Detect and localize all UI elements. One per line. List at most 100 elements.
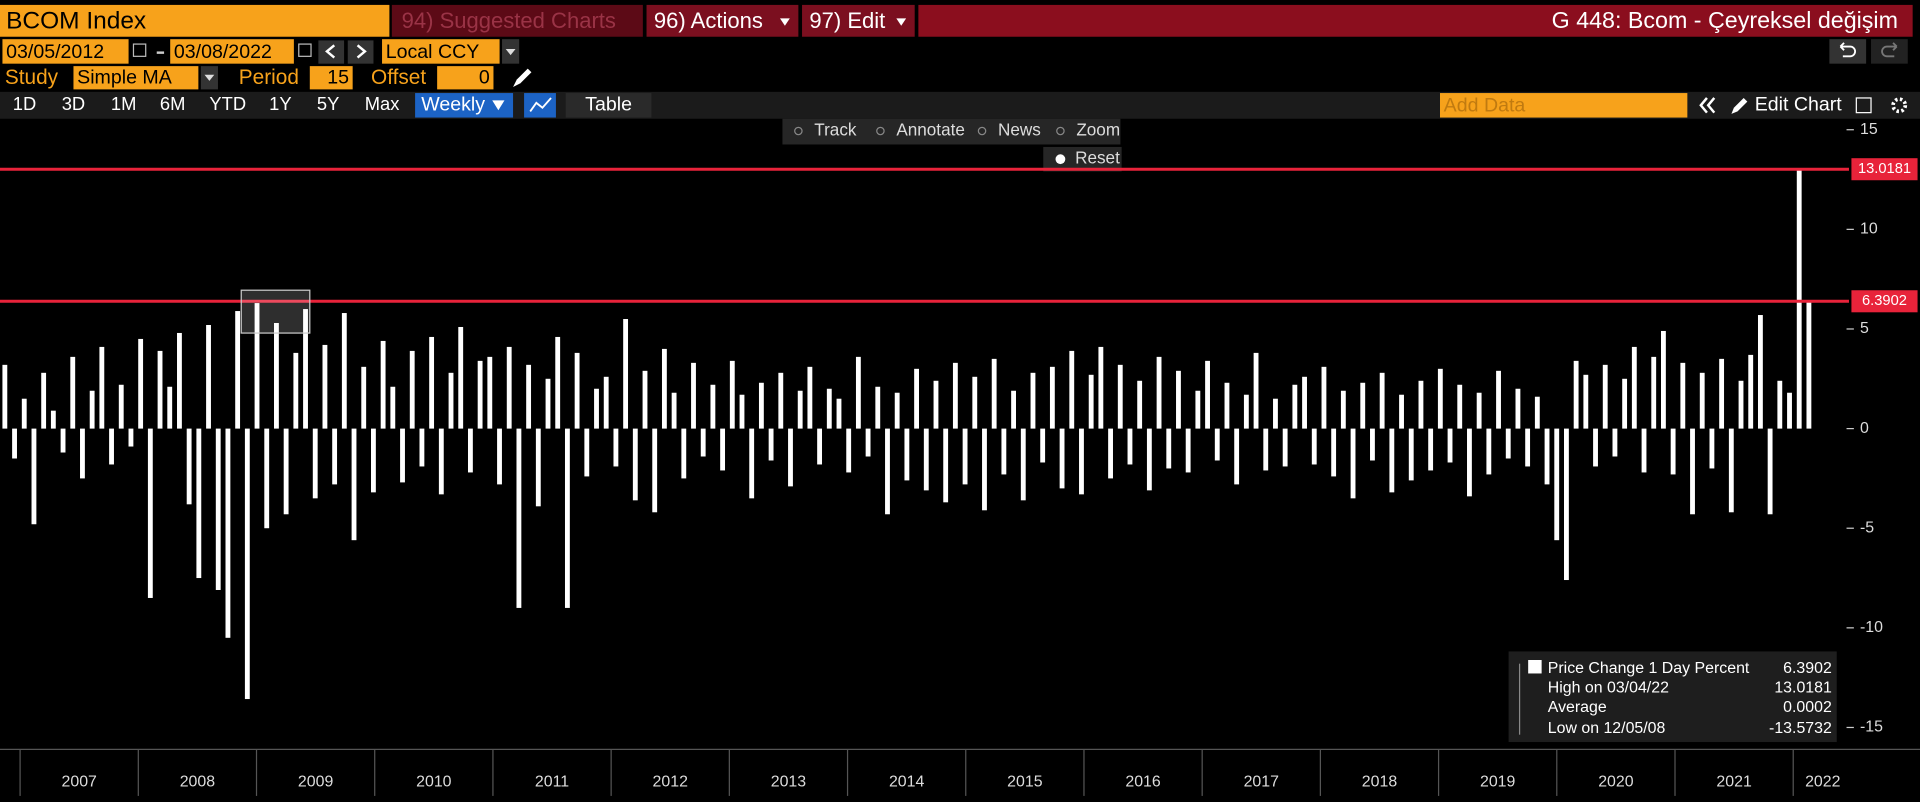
bar [332, 428, 338, 485]
bar [438, 428, 444, 495]
tool-icon [977, 126, 987, 136]
bar [1069, 350, 1075, 429]
bar [1214, 428, 1220, 461]
bar [1554, 428, 1560, 541]
bar [283, 428, 289, 515]
tool-icon [1056, 126, 1065, 136]
security: BCOM Index [6, 8, 146, 35]
bar [12, 428, 17, 459]
bar [778, 372, 784, 429]
bar [623, 319, 629, 429]
bar [758, 382, 764, 429]
y-tick-label: -5 [1860, 519, 1874, 536]
bar [1806, 301, 1812, 429]
bar [80, 428, 85, 479]
bar [1020, 428, 1026, 501]
bar [545, 378, 551, 429]
next-button[interactable] [347, 40, 374, 64]
bar [1719, 358, 1725, 429]
date-field[interactable] [2, 39, 129, 64]
undo-button[interactable] [1829, 39, 1867, 64]
redo-button[interactable] [1871, 39, 1908, 64]
x-tick-label: 2016 [1125, 774, 1161, 791]
bar [109, 428, 114, 465]
bar [1243, 394, 1249, 429]
study-field[interactable] [73, 66, 199, 90]
bar [1467, 428, 1472, 497]
pencil-icon[interactable] [513, 68, 532, 87]
currency-field[interactable] [382, 39, 500, 64]
bar [303, 309, 308, 429]
menu-button[interactable] [802, 4, 915, 37]
menu-button[interactable] [391, 4, 643, 37]
bar [1593, 428, 1598, 467]
bar [322, 344, 328, 429]
bar [962, 428, 968, 485]
bar [448, 372, 454, 429]
bar [1146, 428, 1152, 491]
range-button[interactable]: 6M [160, 93, 186, 114]
bar [1079, 428, 1084, 495]
range-button[interactable]: 1Y [269, 93, 291, 114]
prev-button[interactable] [318, 40, 345, 64]
period-label: Period [239, 66, 299, 89]
value-badge [1851, 158, 1918, 181]
range-button[interactable]: 3D [62, 93, 85, 114]
bar [720, 428, 726, 471]
y-tick-label: -15 [1860, 719, 1883, 736]
period-field[interactable] [309, 66, 353, 90]
bar [390, 386, 396, 429]
settings-icon[interactable] [1855, 97, 1872, 114]
date-field[interactable] [170, 39, 294, 64]
bar [1505, 428, 1511, 459]
calendar-icon[interactable] [132, 43, 147, 57]
table-button[interactable] [565, 93, 652, 118]
security-field[interactable] [0, 4, 390, 37]
bar [516, 428, 522, 608]
selection-box[interactable] [240, 289, 311, 334]
line-icon [529, 97, 552, 112]
next-arrow [356, 44, 367, 59]
bar [21, 398, 27, 429]
bar [1253, 352, 1259, 429]
bar [1631, 346, 1637, 429]
menu-button[interactable] [646, 4, 799, 37]
range-button[interactable]: 1M [111, 93, 137, 114]
bar [1292, 384, 1298, 429]
collapse-icon[interactable] [1699, 97, 1708, 114]
bar [681, 428, 687, 479]
calendar-icon[interactable] [298, 43, 312, 57]
bar [1108, 428, 1113, 479]
bar [31, 428, 37, 525]
bar [594, 388, 599, 429]
gear-icon[interactable] [1891, 97, 1908, 114]
add-data-field[interactable] [1440, 93, 1688, 118]
bar [526, 364, 532, 429]
legend-last: 6.3902 [1783, 660, 1832, 677]
range-button[interactable]: Max [365, 93, 400, 114]
bar [1263, 428, 1269, 471]
bar [1757, 315, 1763, 429]
range-button[interactable]: YTD [209, 93, 246, 114]
x-tick-label: 2018 [1362, 774, 1398, 791]
y-tick-label: 0 [1860, 420, 1869, 437]
bar [1612, 428, 1618, 457]
range-button[interactable]: 5Y [317, 93, 339, 114]
offset-field[interactable] [437, 66, 494, 90]
bar [1331, 428, 1337, 477]
bar [885, 428, 890, 515]
edit-chart[interactable]: Edit Chart [1755, 93, 1843, 115]
range-button[interactable]: 1D [13, 93, 36, 114]
bar [1534, 396, 1540, 429]
tool-button[interactable]: News [998, 120, 1041, 140]
y-tick-label: 5 [1860, 320, 1869, 337]
tool-button[interactable]: Zoom [1076, 120, 1120, 140]
bar [1137, 380, 1143, 429]
bar [138, 338, 144, 429]
tool-button[interactable]: Track [814, 120, 857, 140]
title-bar [918, 4, 1913, 37]
bar [1117, 364, 1123, 429]
bar [99, 346, 105, 429]
tool-button[interactable]: Annotate [896, 120, 965, 140]
collapse-icon[interactable] [1706, 97, 1716, 114]
